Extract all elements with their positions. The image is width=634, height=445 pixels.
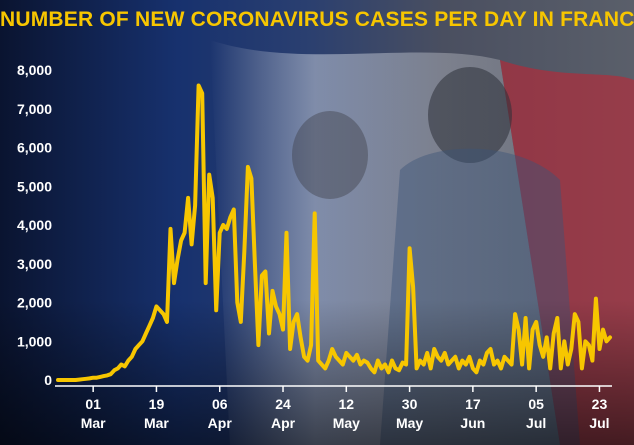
y-tick-label: 7,000 [17,101,52,117]
x-tick-day-label: 19 [149,396,165,412]
x-tick-month-label: Jul [589,415,609,431]
x-tick-month-label: Jul [526,415,546,431]
x-tick-month-label: Mar [81,415,106,431]
x-tick-day-label: 24 [275,396,291,412]
y-tick-label: 0 [44,372,52,388]
cases-series-line [56,83,612,382]
y-tick-label: 3,000 [17,256,52,272]
x-tick-month-label: Apr [271,415,296,431]
x-tick-day-label: 23 [592,396,608,412]
x-tick-day-label: 30 [402,396,418,412]
chart-title: NUMBER OF NEW CORONAVIRUS CASES PER DAY … [0,8,634,31]
y-tick-label: 6,000 [17,140,52,156]
x-tick-month-label: Jun [460,415,485,431]
x-tick-month-label: Apr [208,415,233,431]
x-axis: 01 Mar 19 Mar 06 Apr 24 Apr 12 May 30 May 17 Jun 05 Jul… [81,386,610,431]
y-tick-label: 4,000 [17,217,52,233]
x-tick-day-label: 01 [85,396,101,412]
x-tick-day-label: 17 [465,396,481,412]
x-tick-day-label: 05 [528,396,544,412]
y-tick-label: 1,000 [17,333,52,349]
x-tick-day-label: 06 [212,396,228,412]
y-axis: 0 1,000 2,000 3,000 4,000 5,000 6,000 7,000 8,00… [17,62,52,388]
x-tick-month-label: May [333,415,360,431]
y-tick-label: 8,000 [17,62,52,78]
background-figure-head [428,67,512,163]
y-tick-label: 5,000 [17,178,52,194]
background-figure-head-2 [292,111,368,199]
x-tick-day-label: 12 [339,396,355,412]
x-tick-month-label: Mar [144,415,169,431]
x-tick-month-label: May [396,415,423,431]
y-tick-label: 2,000 [17,295,52,311]
